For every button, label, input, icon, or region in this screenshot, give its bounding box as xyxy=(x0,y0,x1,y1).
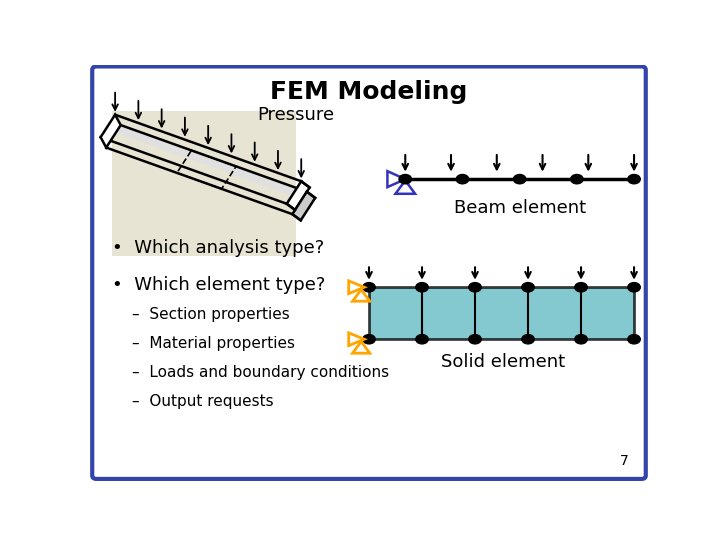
Circle shape xyxy=(628,335,640,344)
Bar xyxy=(112,111,297,256)
Circle shape xyxy=(628,282,640,292)
Text: –  Output requests: – Output requests xyxy=(132,394,274,409)
Circle shape xyxy=(363,335,375,344)
Text: •  Which element type?: • Which element type? xyxy=(112,276,325,294)
Circle shape xyxy=(575,282,588,292)
Text: –  Section properties: – Section properties xyxy=(132,307,289,322)
Circle shape xyxy=(571,174,583,184)
Polygon shape xyxy=(116,125,307,199)
Text: –  Loads and boundary conditions: – Loads and boundary conditions xyxy=(132,365,389,380)
Circle shape xyxy=(363,282,375,292)
Text: –  Material properties: – Material properties xyxy=(132,336,295,351)
Circle shape xyxy=(522,335,534,344)
Circle shape xyxy=(469,282,481,292)
Circle shape xyxy=(469,335,481,344)
Circle shape xyxy=(415,282,428,292)
Circle shape xyxy=(513,174,526,184)
Text: Solid element: Solid element xyxy=(441,353,565,371)
Text: •  Which analysis type?: • Which analysis type? xyxy=(112,239,325,256)
Polygon shape xyxy=(292,192,315,220)
Polygon shape xyxy=(287,181,310,210)
Circle shape xyxy=(399,174,412,184)
Bar xyxy=(369,287,634,339)
FancyBboxPatch shape xyxy=(92,66,646,479)
Text: 7: 7 xyxy=(620,454,629,468)
Text: FEM Modeling: FEM Modeling xyxy=(270,80,468,104)
Text: Pressure: Pressure xyxy=(258,106,335,124)
Circle shape xyxy=(522,282,534,292)
Circle shape xyxy=(456,174,469,184)
Circle shape xyxy=(628,174,640,184)
Circle shape xyxy=(575,335,588,344)
Circle shape xyxy=(415,335,428,344)
Text: Beam element: Beam element xyxy=(454,199,586,217)
Polygon shape xyxy=(101,114,121,147)
